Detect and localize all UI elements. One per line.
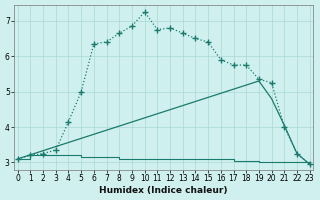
X-axis label: Humidex (Indice chaleur): Humidex (Indice chaleur) — [100, 186, 228, 195]
